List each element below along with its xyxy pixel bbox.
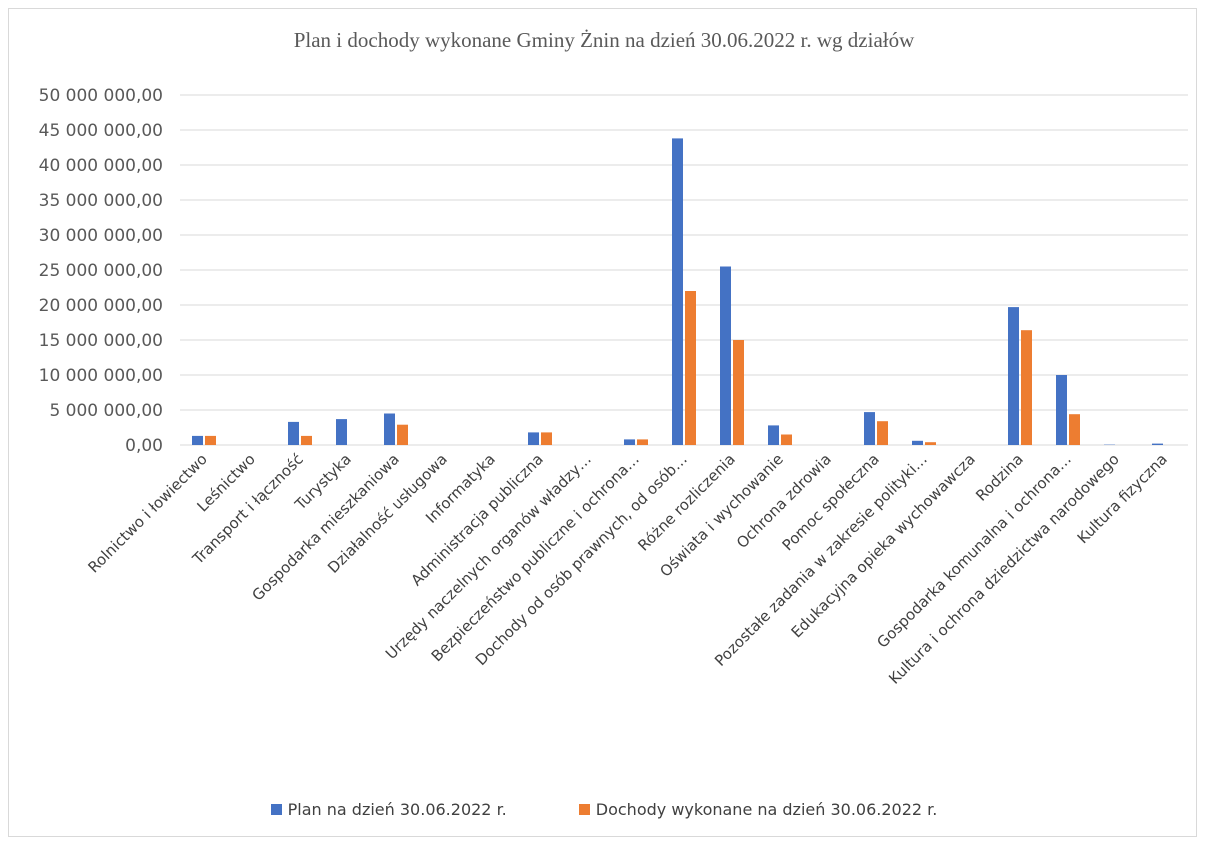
bar-plan <box>336 419 347 445</box>
y-tick-label: 0,00 <box>125 436 163 456</box>
bar-plan <box>384 413 395 445</box>
chart-legend: Plan na dzień 30.06.2022 r. Dochody wyko… <box>0 800 1208 819</box>
y-tick-label: 15 000 000,00 <box>39 331 163 351</box>
y-tick-label: 25 000 000,00 <box>39 261 163 281</box>
bar-dochody <box>733 340 744 445</box>
bar-plan <box>768 425 779 445</box>
y-tick-label: 20 000 000,00 <box>39 296 163 316</box>
bar-plan <box>912 440 923 445</box>
bar-dochody <box>205 435 216 445</box>
y-tick-label: 5 000 000,00 <box>49 401 163 421</box>
y-tick-label: 40 000 000,00 <box>39 156 163 176</box>
legend-swatch-dochody <box>578 804 590 815</box>
bar-plan <box>672 138 683 445</box>
bar-plan <box>288 421 299 445</box>
chart-frame <box>8 8 1197 837</box>
y-tick-label: 50 000 000,00 <box>39 86 163 106</box>
legend-label-dochody: Dochody wykonane na dzień 30.06.2022 r. <box>595 800 938 819</box>
bar-dochody <box>925 442 936 445</box>
y-tick-label: 10 000 000,00 <box>39 366 163 386</box>
chart-title: Plan i dochody wykonane Gminy Żnin na dz… <box>293 28 915 52</box>
bar-plan <box>1152 443 1163 445</box>
bar-plan <box>624 439 635 445</box>
bar-dochody <box>877 421 888 445</box>
bar-dochody <box>1069 414 1080 445</box>
bar-dochody <box>397 424 408 445</box>
bar-plan <box>1008 307 1019 445</box>
bar-dochody <box>301 435 312 445</box>
y-tick-label: 45 000 000,00 <box>39 121 163 141</box>
bar-dochody <box>781 434 792 445</box>
legend-label-plan: Plan na dzień 30.06.2022 r. <box>287 800 507 819</box>
legend-item-plan: Plan na dzień 30.06.2022 r. <box>270 800 507 819</box>
bar-plan <box>1056 375 1067 445</box>
bar-dochody <box>541 432 552 445</box>
x-tick-label: Kultura i ochrona dziedzictwa narodowego <box>885 450 1123 688</box>
bar-dochody <box>685 291 696 445</box>
bar-plan <box>864 412 875 445</box>
x-tick-label: Kultura fizyczna <box>1074 450 1171 547</box>
y-tick-label: 30 000 000,00 <box>39 226 163 246</box>
bar-dochody <box>637 439 648 445</box>
bar-plan <box>192 435 203 445</box>
y-tick-label: 35 000 000,00 <box>39 191 163 211</box>
bar-plan <box>528 432 539 445</box>
legend-swatch-plan <box>270 804 282 815</box>
bar-plan <box>720 266 731 445</box>
legend-item-dochody: Dochody wykonane na dzień 30.06.2022 r. <box>578 800 938 819</box>
bar-dochody <box>1021 330 1032 445</box>
